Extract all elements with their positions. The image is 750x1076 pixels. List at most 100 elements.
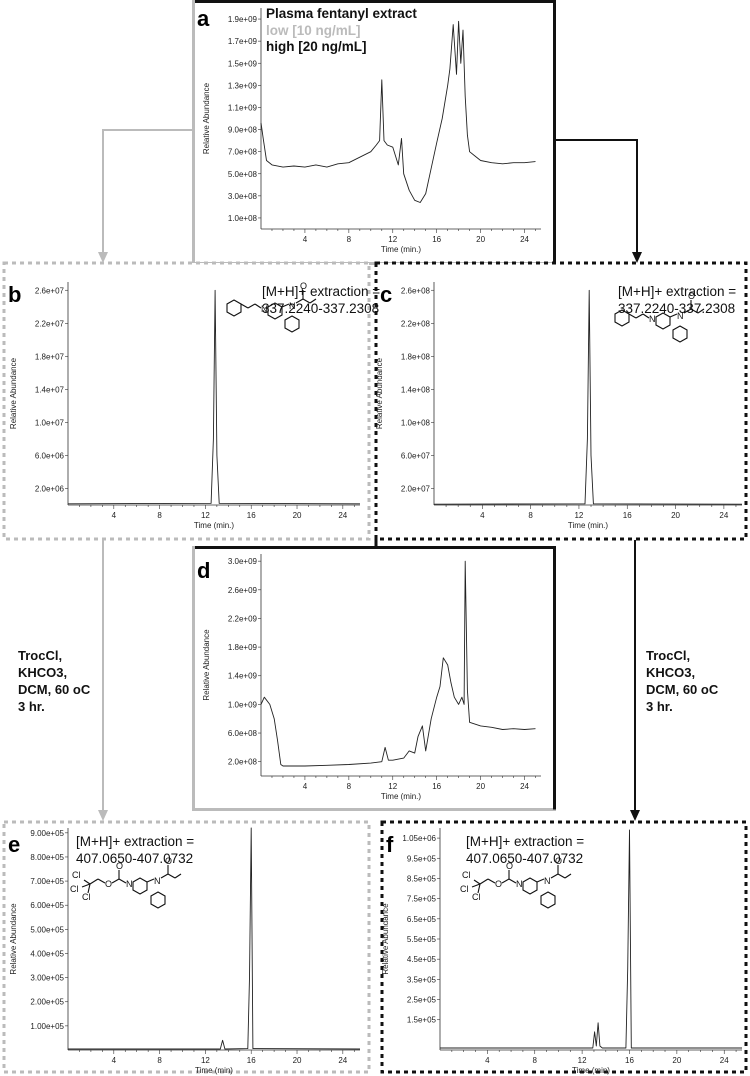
x-tick-label-f-3: 16 bbox=[625, 1056, 634, 1065]
svg-text:O: O bbox=[165, 856, 172, 866]
conditions-right-line-1: TrocCl, bbox=[646, 648, 690, 663]
x-tick-label-d-4: 20 bbox=[476, 782, 485, 791]
y-tick-label-a-1: 3.0e+08 bbox=[228, 192, 258, 201]
x-tick-label-a-0: 4 bbox=[303, 235, 308, 244]
series-line-a bbox=[260, 20, 536, 203]
conditions-left-line-1: TrocCl, bbox=[18, 648, 62, 663]
extraction-annotation-b-0: [M+H]+ extraction = bbox=[262, 284, 380, 299]
conditions-right-line-2: KHCO3, bbox=[646, 665, 695, 680]
extraction-annotation-c-0: [M+H]+ extraction = bbox=[618, 284, 736, 299]
panel-frame-a-high bbox=[195, 0, 556, 264]
extraction-annotation-f-0: [M+H]+ extraction = bbox=[466, 834, 584, 849]
y-tick-label-d-6: 2.6e+09 bbox=[228, 586, 258, 595]
x-tick-label-e-3: 16 bbox=[247, 1056, 256, 1065]
panel-label-f: f bbox=[386, 832, 394, 857]
legend-low: low [10 ng/mL] bbox=[266, 23, 361, 38]
y-tick-label-e-1: 2.00e+05 bbox=[30, 998, 64, 1007]
y-tick-label-b-6: 2.6e+07 bbox=[35, 286, 65, 295]
y-tick-label-e-3: 4.00e+05 bbox=[30, 949, 64, 958]
svg-text:N: N bbox=[126, 879, 133, 889]
x-tick-label-f-0: 4 bbox=[485, 1056, 490, 1065]
series-line-d bbox=[260, 560, 536, 767]
x-tick-label-c-3: 16 bbox=[623, 511, 632, 520]
arrow-c-to-f-head bbox=[630, 810, 640, 821]
panel-frame-d bbox=[192, 546, 556, 811]
x-tick-label-e-1: 8 bbox=[157, 1056, 162, 1065]
y-tick-label-f-6: 7.5e+05 bbox=[407, 895, 437, 904]
y-tick-label-f-9: 1.05e+06 bbox=[402, 834, 436, 843]
svg-text:Cl: Cl bbox=[460, 884, 469, 894]
extraction-annotation-c-1: 337.2240-337.2308 bbox=[618, 301, 735, 316]
legend-high: high [20 ng/mL] bbox=[266, 39, 367, 54]
conditions-left-line-3: DCM, 60 oC bbox=[18, 682, 91, 697]
conditions-left: TrocCl, KHCO3, DCM, 60 oC 3 hr. bbox=[18, 648, 94, 714]
y-tick-label-a-8: 1.7e+09 bbox=[228, 37, 258, 46]
y-axis-title-d: Relative Abundance bbox=[202, 629, 211, 701]
x-tick-label-b-1: 8 bbox=[157, 511, 162, 520]
svg-text:N: N bbox=[649, 314, 656, 324]
y-tick-label-d-4: 1.8e+09 bbox=[228, 643, 258, 652]
x-tick-label-e-2: 12 bbox=[201, 1056, 210, 1065]
y-tick-label-f-2: 3.5e+05 bbox=[407, 975, 437, 984]
svg-text:N: N bbox=[289, 301, 296, 311]
x-tick-label-b-5: 24 bbox=[338, 511, 347, 520]
x-tick-label-d-0: 4 bbox=[303, 782, 308, 791]
x-tick-label-f-4: 20 bbox=[672, 1056, 681, 1065]
y-tick-label-c-3: 1.4e+08 bbox=[401, 385, 431, 394]
chart-d: 4 8 12 16 20 24 2.0e+08 6.0e+08 1.0e+09 1.4e+09 1.… bbox=[197, 554, 541, 801]
y-tick-label-c-4: 1.8e+08 bbox=[401, 352, 431, 361]
chart-a: 4 8 12 16 20 24 1.0e+08 3.0e+08 5.0e+08 7.0e+08 9.… bbox=[197, 6, 541, 254]
troc-structure-e: Cl Cl Cl O O N N O bbox=[70, 856, 182, 909]
y-tick-label-e-7: 8.00e+05 bbox=[30, 853, 64, 862]
x-tick-label-d-2: 12 bbox=[388, 782, 397, 791]
panel-frame-b bbox=[2, 261, 371, 541]
x-tick-label-b-3: 16 bbox=[247, 511, 256, 520]
svg-text:O: O bbox=[688, 291, 695, 301]
y-tick-label-f-4: 5.5e+05 bbox=[407, 935, 437, 944]
y-tick-label-e-5: 6.00e+05 bbox=[30, 901, 64, 910]
panel-label-a: a bbox=[197, 6, 210, 31]
x-tick-label-c-5: 24 bbox=[719, 511, 728, 520]
y-tick-label-d-2: 1.0e+09 bbox=[228, 700, 258, 709]
x-axis-title-e: Time (min) bbox=[195, 1066, 233, 1075]
y-tick-label-e-2: 3.00e+05 bbox=[30, 974, 64, 983]
y-tick-label-f-7: 8.5e+05 bbox=[407, 874, 437, 883]
conditions-left-line-2: KHCO3, bbox=[18, 665, 67, 680]
y-tick-label-f-3: 4.5e+05 bbox=[407, 955, 437, 964]
x-tick-label-b-0: 4 bbox=[112, 511, 117, 520]
arrow-a-to-c-head bbox=[632, 252, 642, 263]
conditions-right-line-3: DCM, 60 oC bbox=[646, 682, 719, 697]
x-tick-label-a-5: 24 bbox=[520, 235, 529, 244]
x-tick-label-c-2: 12 bbox=[574, 511, 583, 520]
y-tick-label-e-4: 5.00e+05 bbox=[30, 925, 64, 934]
y-tick-label-c-5: 2.2e+08 bbox=[401, 319, 431, 328]
x-axis-title-d: Time (min.) bbox=[381, 792, 421, 801]
y-tick-label-d-7: 3.0e+09 bbox=[228, 557, 258, 566]
x-tick-label-c-4: 20 bbox=[671, 511, 680, 520]
svg-text:Cl: Cl bbox=[72, 870, 81, 880]
y-axis-title-e: Relative Abundance bbox=[9, 903, 18, 975]
y-tick-label-a-0: 1.0e+08 bbox=[228, 214, 258, 223]
y-tick-label-a-7: 1.5e+09 bbox=[228, 59, 258, 68]
panel-label-b: b bbox=[8, 282, 21, 307]
svg-text:N: N bbox=[261, 304, 268, 314]
svg-text:Cl: Cl bbox=[472, 892, 481, 902]
y-tick-label-a-5: 1.1e+09 bbox=[228, 103, 258, 112]
y-tick-label-c-6: 2.6e+08 bbox=[401, 286, 431, 295]
y-tick-label-b-5: 2.2e+07 bbox=[35, 319, 65, 328]
panel-frame-f bbox=[380, 820, 748, 1074]
panel-label-c: c bbox=[380, 282, 392, 307]
chart-b: 4 8 12 16 20 24 2.0e+06 6.0e+06 1.0e+07 1.4e+07 1.… bbox=[8, 282, 380, 530]
chart-c: 4 8 12 16 20 24 2.0e+07 6.0e+07 1.0e+08 1.4e+08 1.… bbox=[375, 282, 743, 530]
panel-label-d: d bbox=[197, 558, 210, 583]
y-tick-label-b-4: 1.8e+07 bbox=[35, 352, 65, 361]
y-tick-label-b-1: 6.0e+06 bbox=[35, 451, 65, 460]
x-tick-label-a-3: 16 bbox=[432, 235, 441, 244]
arrow-a-to-c bbox=[555, 139, 638, 254]
charts-layer: 4 8 12 16 20 24 1.0e+08 3.0e+08 5.0e+08 7.0e+08 9.… bbox=[8, 6, 743, 1075]
x-tick-label-b-4: 20 bbox=[293, 511, 302, 520]
y-tick-label-a-4: 9.0e+08 bbox=[228, 126, 258, 135]
svg-text:O: O bbox=[555, 856, 562, 866]
x-tick-label-f-2: 12 bbox=[578, 1056, 587, 1065]
